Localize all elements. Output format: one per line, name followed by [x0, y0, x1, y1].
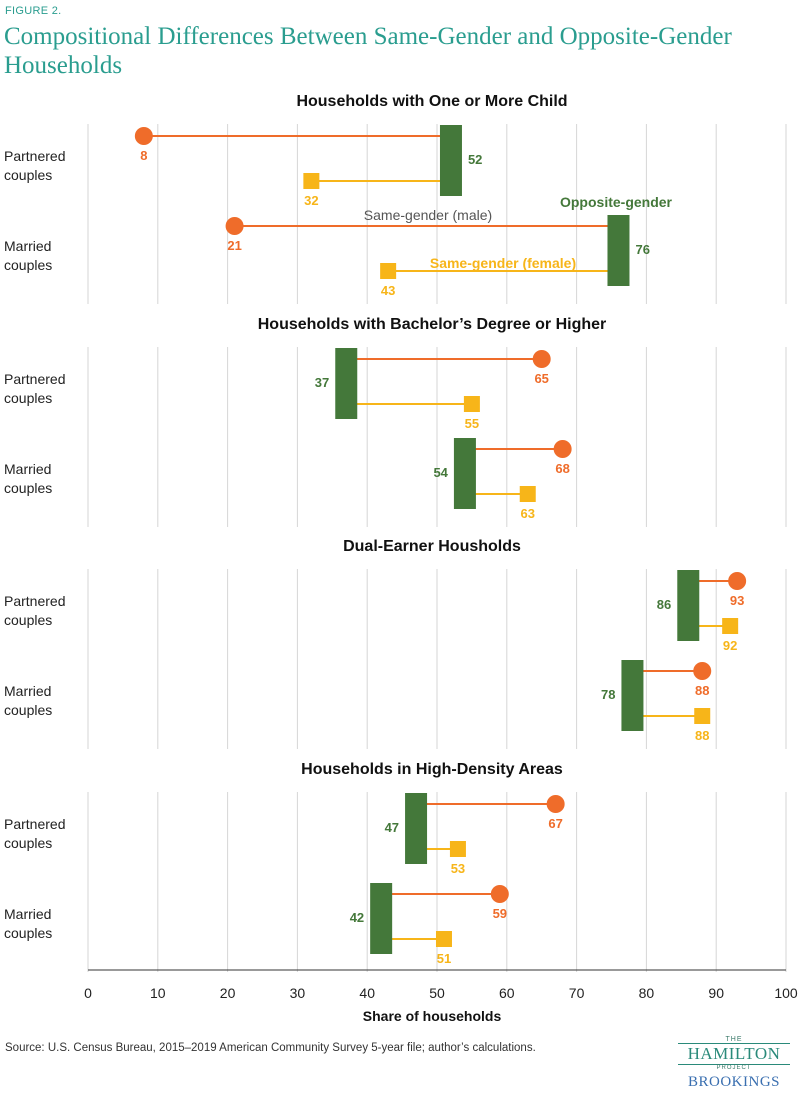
row-label: Married: [4, 238, 51, 254]
female-square: [380, 263, 397, 279]
female-value-label: 55: [465, 416, 479, 431]
opposite-gender-bar: [335, 348, 358, 419]
opposite-value-label: 37: [315, 375, 329, 390]
logo-brookings-text: BROOKINGS: [687, 1074, 780, 1090]
female-value-label: 88: [695, 728, 709, 743]
opposite-gender-bar: [453, 438, 476, 509]
hamilton-brookings-logo: THE HAMILTON PROJECT BROOKINGS: [672, 1036, 796, 1096]
male-value-label: 93: [730, 593, 744, 608]
male-circle: [728, 572, 747, 590]
female-value-label: 63: [521, 506, 535, 521]
legend-female-label: Same-gender (female): [430, 255, 576, 271]
row-label: Partnered: [4, 148, 65, 164]
x-tick-label: 80: [639, 985, 655, 1001]
row-label: Married: [4, 906, 51, 922]
opposite-gender-bar: [439, 125, 462, 196]
x-tick-label: 0: [84, 985, 92, 1001]
x-tick-label: 20: [220, 985, 236, 1001]
male-circle: [490, 885, 509, 903]
row-label: Partnered: [4, 593, 65, 609]
male-circle: [532, 350, 551, 368]
row-label: couples: [4, 925, 52, 941]
logo-hamilton-text: HAMILTON: [678, 1043, 790, 1065]
x-tick-label: 90: [708, 985, 724, 1001]
male-circle: [693, 662, 712, 680]
row-label: couples: [4, 257, 52, 273]
x-tick-label: 50: [429, 985, 445, 1001]
row-label: Partnered: [4, 816, 65, 832]
opposite-gender-bar: [677, 570, 700, 641]
row-label: couples: [4, 702, 52, 718]
male-circle: [225, 217, 244, 235]
dot-plot-chart: Households with One or More Child Partner…: [4, 93, 798, 1024]
row-label: couples: [4, 167, 52, 183]
legend-opposite-label: Opposite-gender: [560, 194, 673, 210]
opposite-gender-bar: [607, 215, 630, 286]
opposite-gender-bar: [370, 883, 393, 954]
x-tick-label: 10: [150, 985, 166, 1001]
row-label: couples: [4, 612, 52, 628]
female-value-label: 32: [304, 193, 318, 208]
male-value-label: 65: [534, 371, 548, 386]
male-value-label: 59: [493, 906, 507, 921]
opposite-value-label: 78: [601, 687, 615, 702]
female-square: [435, 931, 452, 947]
opposite-value-label: 52: [468, 152, 482, 167]
female-square: [463, 396, 480, 412]
opposite-gender-bar: [405, 793, 428, 864]
male-circle: [546, 795, 565, 813]
panel-title: Households with One or More Child: [296, 93, 567, 110]
female-square: [519, 486, 536, 502]
opposite-value-label: 47: [385, 820, 399, 835]
male-value-label: 21: [227, 238, 241, 253]
female-value-label: 53: [451, 861, 465, 876]
logo-the-text: THE: [725, 1036, 743, 1043]
opposite-value-label: 42: [350, 910, 364, 925]
row-label: Married: [4, 461, 51, 477]
male-circle: [134, 127, 153, 145]
x-tick-label: 40: [359, 985, 375, 1001]
x-tick-label: 70: [569, 985, 585, 1001]
female-value-label: 43: [381, 283, 395, 298]
male-value-label: 68: [555, 461, 569, 476]
panel-title: Households with Bachelor’s Degree or Hig…: [258, 316, 607, 333]
figure-title: Compositional Differences Between Same-G…: [4, 23, 732, 79]
male-value-label: 67: [548, 816, 562, 831]
logo-project-text: PROJECT: [716, 1065, 752, 1071]
female-square: [449, 841, 466, 857]
row-label: Partnered: [4, 371, 65, 387]
female-square: [694, 708, 711, 724]
male-value-label: 8: [140, 148, 147, 163]
female-square: [303, 173, 320, 189]
opposite-value-label: 86: [657, 597, 671, 612]
x-tick-label: 30: [290, 985, 306, 1001]
legend-male-label: Same-gender (male): [364, 207, 492, 223]
female-value-label: 92: [723, 638, 737, 653]
row-label: couples: [4, 390, 52, 406]
panel-title: Households in High-Density Areas: [301, 761, 563, 778]
x-tick-label: 60: [499, 985, 515, 1001]
female-square: [722, 618, 739, 634]
male-circle: [553, 440, 572, 458]
female-value-label: 51: [437, 951, 451, 966]
row-label: couples: [4, 835, 52, 851]
source-note: Source: U.S. Census Bureau, 2015–2019 Am…: [5, 1042, 536, 1054]
opposite-gender-bar: [621, 660, 644, 731]
figure-label: FIGURE 2.: [5, 5, 62, 17]
x-axis-title: Share of households: [363, 1008, 502, 1024]
opposite-value-label: 54: [433, 465, 448, 480]
male-value-label: 88: [695, 683, 709, 698]
row-label: couples: [4, 480, 52, 496]
row-label: Married: [4, 683, 51, 699]
panel-title: Dual-Earner Housholds: [343, 538, 521, 555]
x-tick-label: 100: [774, 985, 798, 1001]
opposite-value-label: 76: [635, 242, 649, 257]
